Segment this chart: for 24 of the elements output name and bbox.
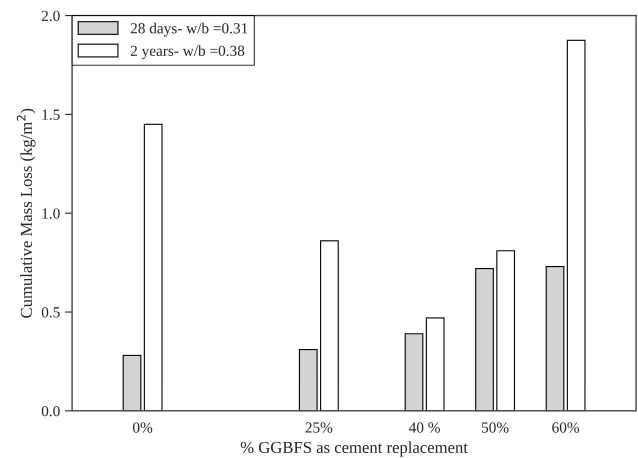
bar — [122, 354, 142, 411]
bar — [404, 333, 424, 411]
bar — [475, 268, 494, 411]
bar — [298, 349, 318, 411]
bar — [496, 250, 516, 411]
x-tick-label: 60% — [552, 422, 580, 433]
bar — [144, 124, 163, 411]
y-tick-label: 1.0 — [42, 208, 60, 219]
bar — [426, 317, 445, 411]
bar — [566, 40, 586, 411]
x-tick-label: 40 % — [408, 422, 440, 433]
x-tick-label: 0% — [132, 422, 152, 433]
x-axis-title: % GGBFS as cement replacement — [240, 441, 468, 456]
legend-label: 2 years- w/b =0.38 — [130, 45, 244, 60]
y-axis-title: Cumulative Mass Loss (kg/m$^{2}$) — [16, 108, 36, 318]
y-tick-label: 0.5 — [42, 307, 60, 318]
y-tick-label: 0.0 — [42, 406, 60, 416]
legend-label: 28 days- w/b =0.31 — [130, 22, 248, 37]
x-tick-label: 25% — [306, 422, 332, 433]
x-tick-label: 50% — [482, 422, 509, 433]
y-tick-label: 2.0 — [42, 10, 60, 22]
y-tick-label: 1.5 — [42, 110, 60, 120]
bar — [320, 240, 339, 411]
bar — [546, 266, 564, 411]
